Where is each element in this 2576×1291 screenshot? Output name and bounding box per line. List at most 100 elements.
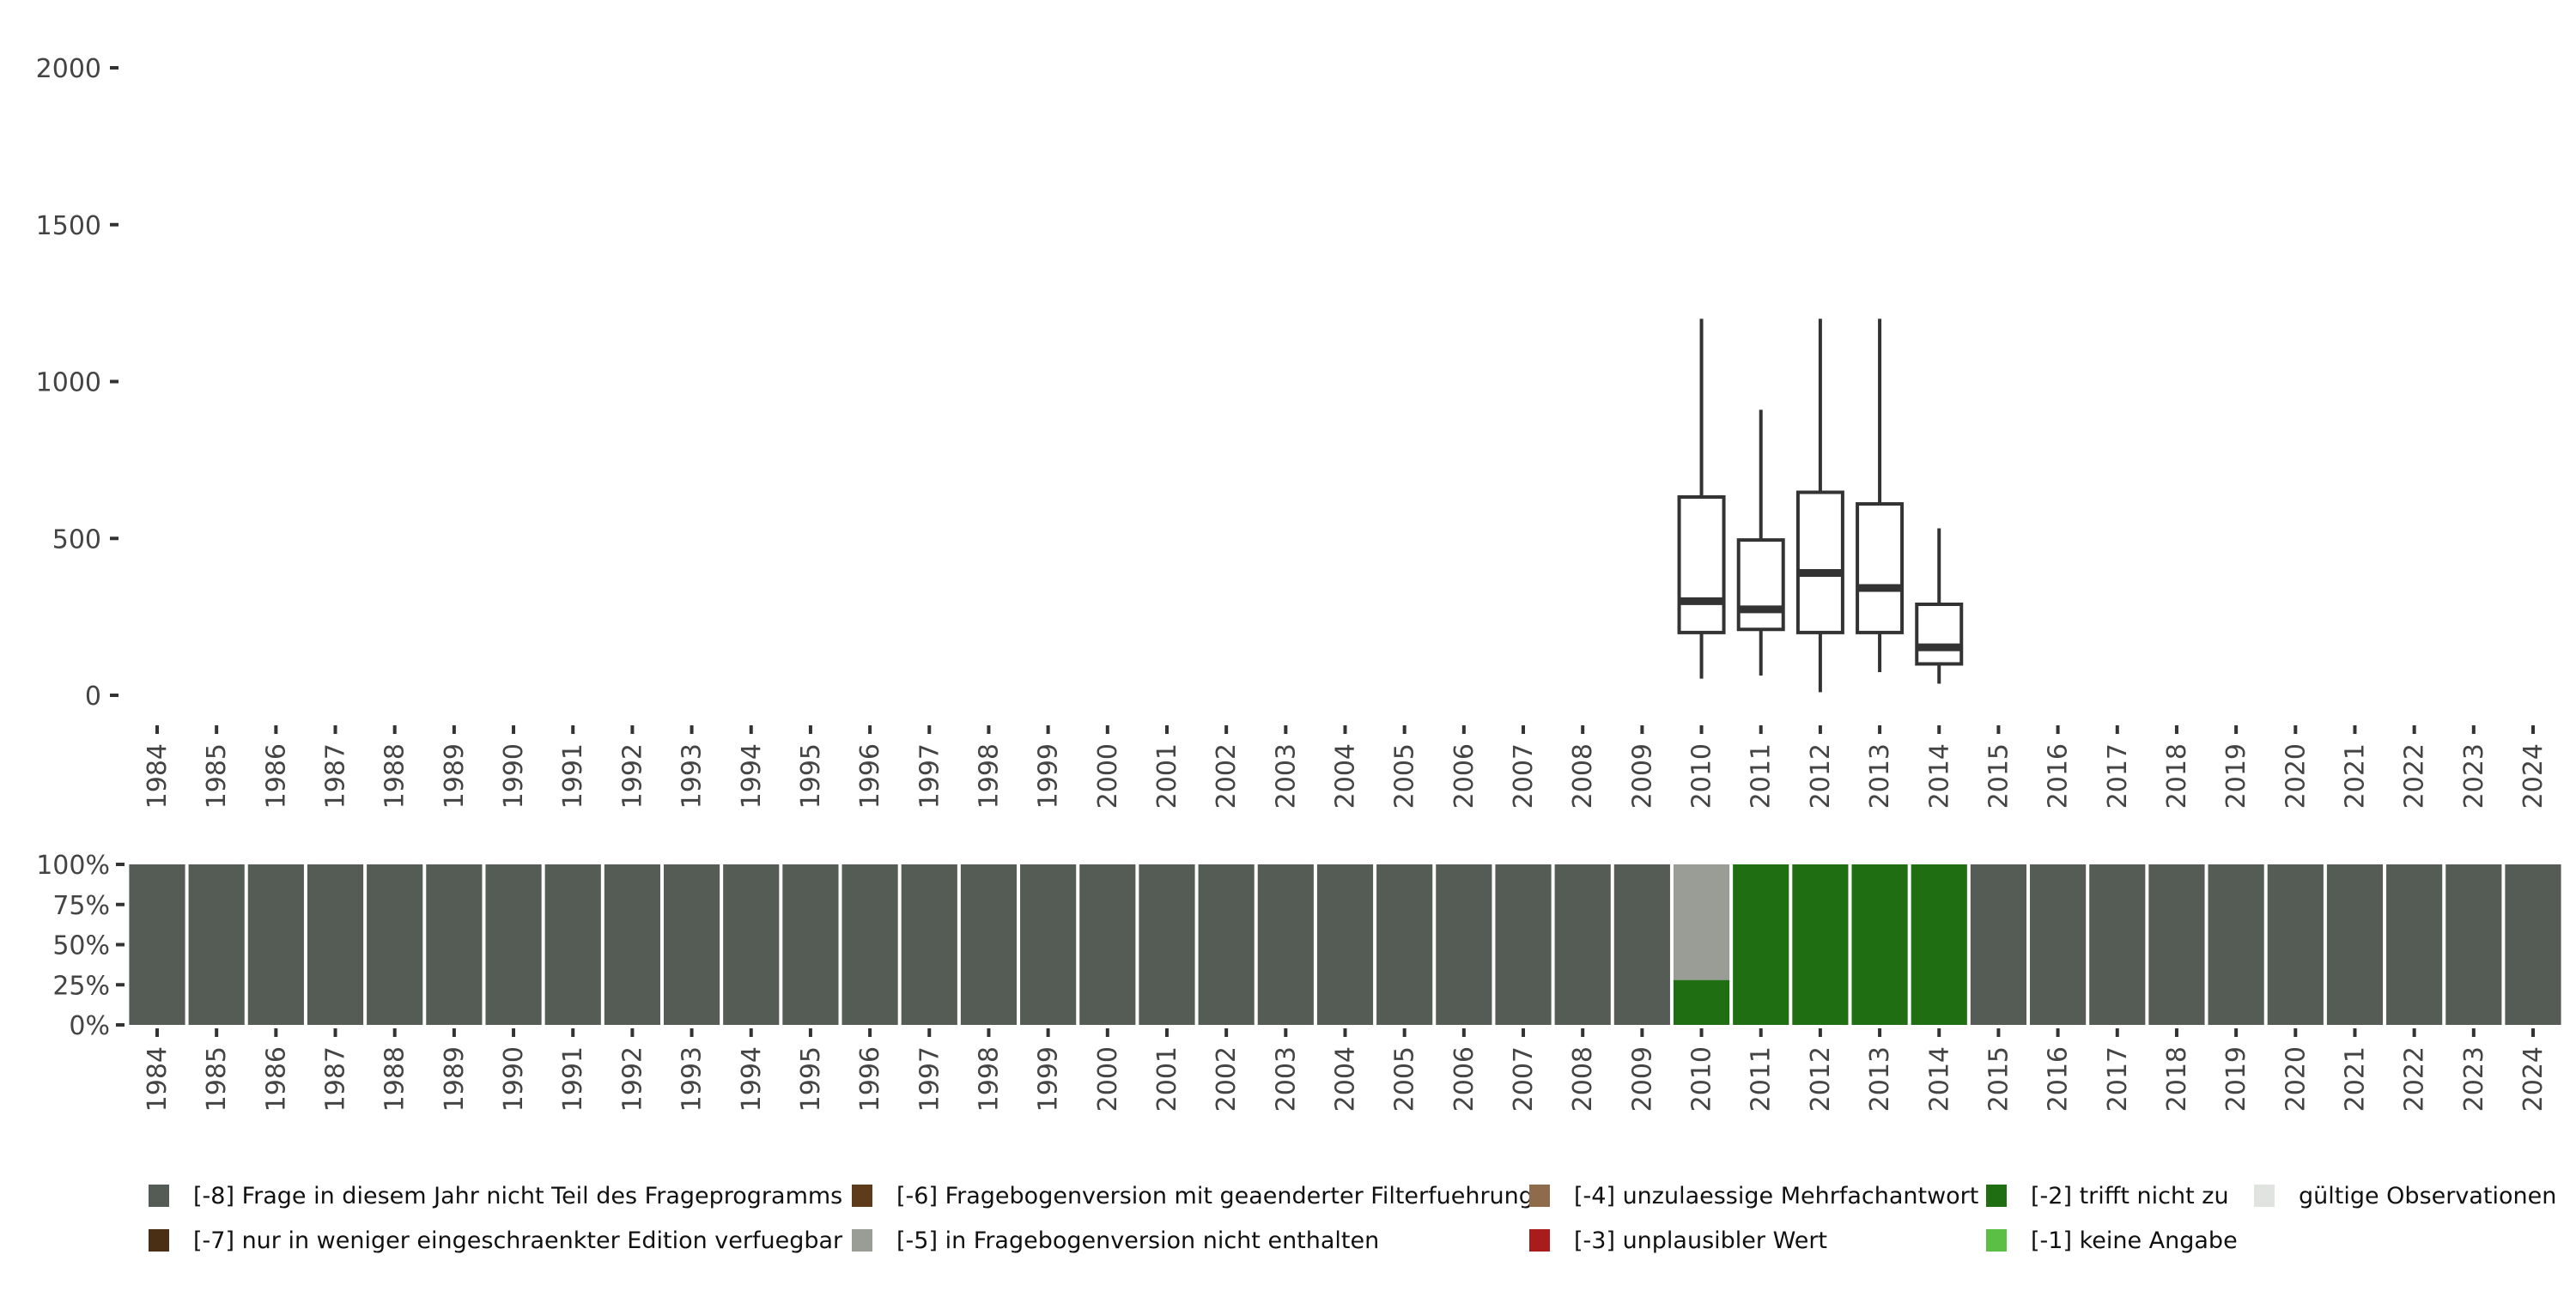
- y-tick-label: 0%: [69, 1011, 110, 1041]
- box-iqr: [1856, 502, 1905, 634]
- x-tick-label: 1993: [677, 743, 708, 809]
- x-tick-label: 1985: [202, 743, 232, 809]
- x-tick-label: 1986: [261, 1046, 291, 1112]
- y-tick-label: 50%: [52, 931, 110, 961]
- bar-segment-2012: [1792, 864, 1849, 1025]
- x-tick-label: 2021: [2340, 1046, 2370, 1112]
- legend-swatch: [1986, 1185, 2007, 1207]
- bar-segment-1997: [901, 864, 957, 1025]
- x-tick-label: 2005: [1390, 743, 1420, 809]
- x-tick-label: 1996: [855, 743, 885, 809]
- x-tick-label: 2007: [1509, 1046, 1539, 1112]
- x-tick-label: 1989: [440, 743, 470, 809]
- legend-swatch: [1986, 1229, 2007, 1252]
- bar-segment-2005: [1376, 864, 1433, 1025]
- x-tick-label: 2013: [1865, 1046, 1895, 1112]
- bar-segment-1993: [663, 864, 720, 1025]
- x-tick-label: 1984: [143, 743, 173, 809]
- x-tick-label: 2016: [2044, 743, 2074, 809]
- x-tick-label: 1998: [974, 1046, 1004, 1112]
- x-tick-label: 2022: [2400, 743, 2430, 809]
- x-tick-label: 1996: [855, 1046, 885, 1112]
- bar-segment-1989: [426, 864, 483, 1025]
- x-tick-label: 1994: [737, 1046, 767, 1112]
- legend-item: [-2] trifft nicht zu: [1986, 1183, 2229, 1209]
- bar-segment-1985: [188, 864, 245, 1025]
- bar-segment-2009: [1613, 864, 1670, 1025]
- box-2010: [1677, 318, 1726, 679]
- box-2013: [1856, 318, 1905, 672]
- bar-segment-2018: [2148, 864, 2205, 1025]
- box-2014: [1915, 528, 1964, 684]
- x-tick-label: 1995: [796, 1046, 826, 1112]
- x-tick-label: 2002: [1212, 1046, 1242, 1112]
- x-tick-label: 2016: [2044, 1046, 2074, 1112]
- x-tick-label: 2017: [2103, 1046, 2133, 1112]
- bar-segment-2019: [2208, 864, 2264, 1025]
- x-tick-label: 2020: [2281, 743, 2311, 809]
- x-tick-label: 2012: [1806, 743, 1836, 809]
- x-tick-label: 1994: [737, 743, 767, 809]
- bar-segment-2017: [2089, 864, 2146, 1025]
- legend-swatch: [1529, 1229, 1550, 1252]
- x-tick-label: 1998: [974, 743, 1004, 809]
- x-tick-label: 2003: [1271, 1046, 1301, 1112]
- bar-segment-2023: [2445, 864, 2502, 1025]
- x-tick-label: 2011: [1747, 1046, 1777, 1112]
- x-tick-label: 1989: [440, 1046, 470, 1112]
- x-tick-label: 2024: [2518, 1046, 2549, 1112]
- bar-segment-1988: [367, 864, 423, 1025]
- x-tick-label: 1987: [321, 743, 351, 809]
- legend-item: [-3] unplausibler Wert: [1529, 1227, 1827, 1254]
- legend-label: [-7] nur in weniger eingeschraenkter Edi…: [193, 1227, 843, 1254]
- x-tick-label: 2019: [2221, 1046, 2251, 1112]
- bar-segment-2003: [1257, 864, 1314, 1025]
- x-tick-label: 1990: [499, 743, 529, 809]
- x-tick-label: 2022: [2400, 1046, 2430, 1112]
- x-tick-label: 2014: [1924, 1046, 1954, 1112]
- bar-segment-1990: [485, 864, 542, 1025]
- y-tick-label: 1000: [36, 368, 101, 398]
- x-tick-label: 2008: [1568, 1046, 1598, 1112]
- legend-label: gültige Observationen: [2299, 1183, 2556, 1209]
- x-tick-label: 1985: [202, 1046, 232, 1112]
- bar-segment-1994: [723, 864, 780, 1025]
- x-tick-label: 1987: [321, 1046, 351, 1112]
- legend-item: gültige Observationen: [2254, 1183, 2556, 1209]
- box-iqr: [1795, 490, 1844, 634]
- x-tick-label: 2014: [1924, 743, 1954, 809]
- bar-segment-2011: [1733, 864, 1789, 1025]
- x-tick-label: 2004: [1331, 1046, 1361, 1112]
- bar-segment-2008: [1554, 864, 1611, 1025]
- box-2012: [1795, 318, 1844, 693]
- x-tick-label: 2007: [1509, 743, 1539, 809]
- x-tick-label: 2015: [1984, 743, 2014, 809]
- box-iqr: [1736, 538, 1785, 632]
- x-tick-label: 2000: [1093, 743, 1123, 809]
- legend-item: [-7] nur in weniger eingeschraenkter Edi…: [149, 1227, 843, 1254]
- bar-segment-2016: [2030, 864, 2087, 1025]
- x-tick-label: 2000: [1093, 1046, 1123, 1112]
- x-tick-label: 2023: [2459, 743, 2489, 809]
- bar-segment-1984: [129, 864, 185, 1025]
- legend-swatch: [852, 1229, 872, 1252]
- x-tick-label: 1993: [677, 1046, 708, 1112]
- bar-segment-2000: [1079, 864, 1136, 1025]
- bar-segment-2015: [1970, 864, 2027, 1025]
- x-tick-label: 2005: [1390, 1046, 1420, 1112]
- bar-segment-1995: [782, 864, 839, 1025]
- x-tick-label: 2020: [2281, 1046, 2311, 1112]
- legend-swatch: [149, 1229, 169, 1252]
- y-tick-label: 75%: [52, 891, 110, 921]
- x-tick-label: 2019: [2221, 743, 2251, 809]
- bar-segment-1998: [960, 864, 1018, 1025]
- box-2011: [1736, 409, 1785, 676]
- box-iqr: [1677, 495, 1726, 634]
- box-iqr: [1915, 603, 1964, 666]
- x-tick-label: 2010: [1687, 743, 1717, 809]
- legend-label: [-3] unplausibler Wert: [1574, 1227, 1827, 1254]
- legend-item: [-8] Frage in diesem Jahr nicht Teil des…: [149, 1183, 842, 1209]
- legend-label: [-5] in Fragebogenversion nicht enthalte…: [896, 1227, 1379, 1254]
- bar-segment-1986: [247, 864, 304, 1025]
